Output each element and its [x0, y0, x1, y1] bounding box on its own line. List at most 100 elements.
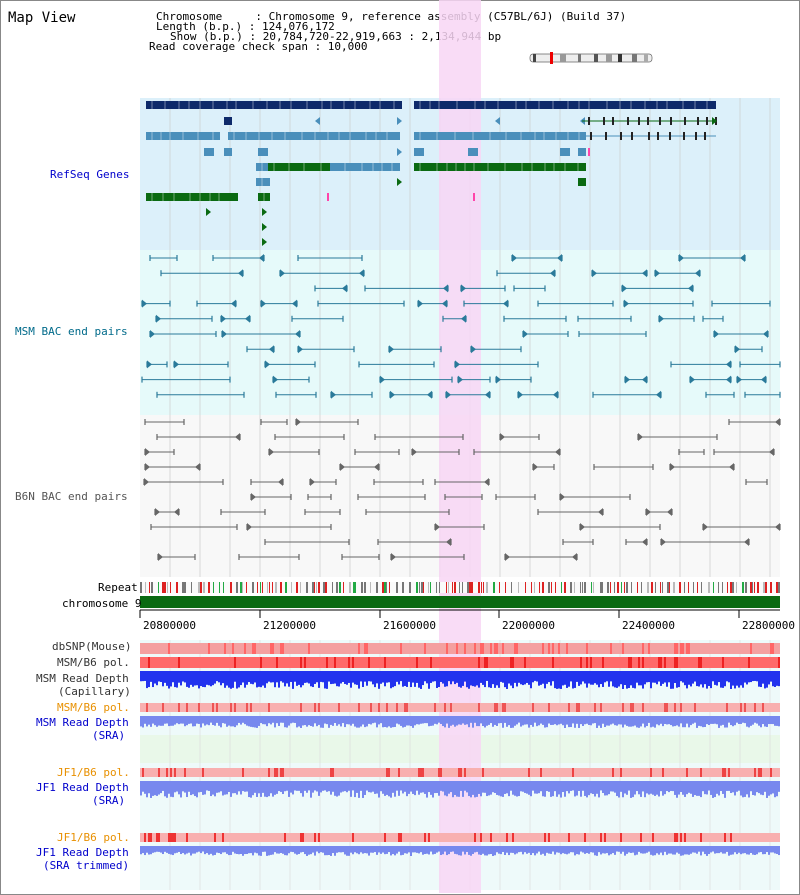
density-strip: [448, 703, 450, 712]
density-strip: [508, 657, 510, 668]
read-depth-bar: [576, 716, 578, 724]
repeat-mark: [730, 582, 732, 593]
repeat-mark: [280, 582, 282, 593]
density-strip: [756, 657, 758, 668]
read-depth-bar: [234, 781, 236, 794]
density-strip: [188, 643, 190, 654]
density-strip: [738, 643, 740, 654]
track-label-b6n-bac[interactable]: B6N BAC end pairs: [15, 490, 128, 503]
density-strip: [774, 703, 776, 712]
density-strip: [168, 703, 170, 712]
density-strip: [444, 657, 446, 668]
density-strip: [506, 833, 508, 842]
read-depth-bar: [686, 846, 688, 855]
density-strip: [144, 833, 146, 842]
density-strip: [672, 833, 674, 842]
bac-arrow: [642, 538, 647, 546]
read-depth-bar: [568, 716, 570, 728]
density-strip: [162, 703, 164, 712]
track-label-refseq[interactable]: RefSeq Genes: [50, 168, 130, 181]
density-strip: [668, 833, 670, 842]
track-label-msm-bac[interactable]: MSM BAC end pairs: [15, 325, 128, 338]
density-strip: [232, 833, 234, 842]
density-strip: [332, 643, 334, 654]
density-strip: [590, 833, 592, 842]
read-depth-bar: [154, 671, 156, 684]
read-depth-bar: [390, 846, 392, 856]
read-depth-bar: [356, 716, 358, 728]
read-depth-bar: [244, 671, 246, 688]
density-strip: [418, 643, 420, 654]
gene-exon: [706, 117, 708, 125]
density-strip: [590, 703, 592, 712]
read-depth-bar: [420, 846, 422, 853]
bac-arrow: [443, 284, 448, 293]
density-strip: [374, 768, 376, 777]
read-depth-bar: [598, 671, 600, 688]
read-depth-bar: [304, 671, 306, 683]
read-depth-bar: [522, 671, 524, 686]
density-strip: [500, 643, 502, 654]
density-strip: [688, 643, 690, 654]
density-strip: [414, 703, 416, 712]
density-strip: [468, 703, 470, 712]
read-depth-bar: [552, 781, 554, 797]
read-depth-bar: [498, 716, 500, 724]
read-depth-bar: [748, 671, 750, 683]
read-depth-bar: [160, 846, 162, 853]
read-depth-bar: [206, 671, 208, 685]
density-strip: [474, 768, 476, 777]
read-depth-bar: [166, 846, 168, 853]
density-strip: [446, 768, 448, 777]
density-strip: [546, 768, 548, 777]
density-strip: [642, 657, 644, 668]
read-depth-bar: [544, 716, 546, 728]
read-depth-bar: [486, 671, 488, 681]
density-strip: [710, 833, 712, 842]
density-strip: [380, 703, 382, 712]
gene-exon: [647, 117, 649, 125]
density-strip: [156, 833, 158, 842]
read-depth-bar: [196, 846, 198, 853]
read-depth-bar: [730, 781, 732, 794]
read-depth-bar: [694, 846, 696, 853]
read-depth-bar: [336, 781, 338, 797]
repeat-mark: [312, 582, 314, 593]
density-strip: [662, 643, 664, 654]
density-strip: [620, 833, 622, 842]
density-strip: [304, 657, 306, 668]
read-depth-bar: [190, 671, 192, 685]
read-depth-bar: [584, 781, 586, 796]
read-depth-bar: [424, 671, 426, 682]
read-depth-bar: [630, 846, 632, 853]
density-strip: [770, 703, 772, 712]
track-label-msm-depth-cap-sub: (Capillary): [58, 685, 131, 698]
read-depth-bar: [764, 671, 766, 689]
track-label-chromosome: chromosome 9: [62, 597, 142, 610]
read-depth-bar: [738, 671, 740, 688]
density-strip: [554, 833, 556, 842]
read-depth-bar: [232, 846, 234, 852]
density-strip: [260, 768, 262, 777]
density-strip: [390, 703, 392, 712]
density-strip: [172, 768, 174, 777]
density-strip: [190, 643, 192, 654]
density-strip: [568, 768, 570, 777]
density-strip: [242, 833, 244, 842]
bac-arrow: [496, 375, 501, 384]
density-strip: [564, 703, 566, 712]
density-strip: [734, 768, 736, 777]
read-depth-bar: [614, 671, 616, 688]
density-strip: [640, 643, 642, 654]
read-depth-bar: [396, 781, 398, 791]
read-depth-bar: [336, 846, 338, 853]
read-depth-bar: [670, 671, 672, 689]
bac-arrow: [484, 478, 489, 486]
density-strip: [416, 657, 418, 668]
read-depth-bar: [142, 781, 144, 792]
density-strip: [592, 643, 594, 654]
read-depth-bar: [140, 716, 142, 727]
read-depth-bar: [746, 781, 748, 795]
read-depth-bar: [638, 716, 640, 728]
